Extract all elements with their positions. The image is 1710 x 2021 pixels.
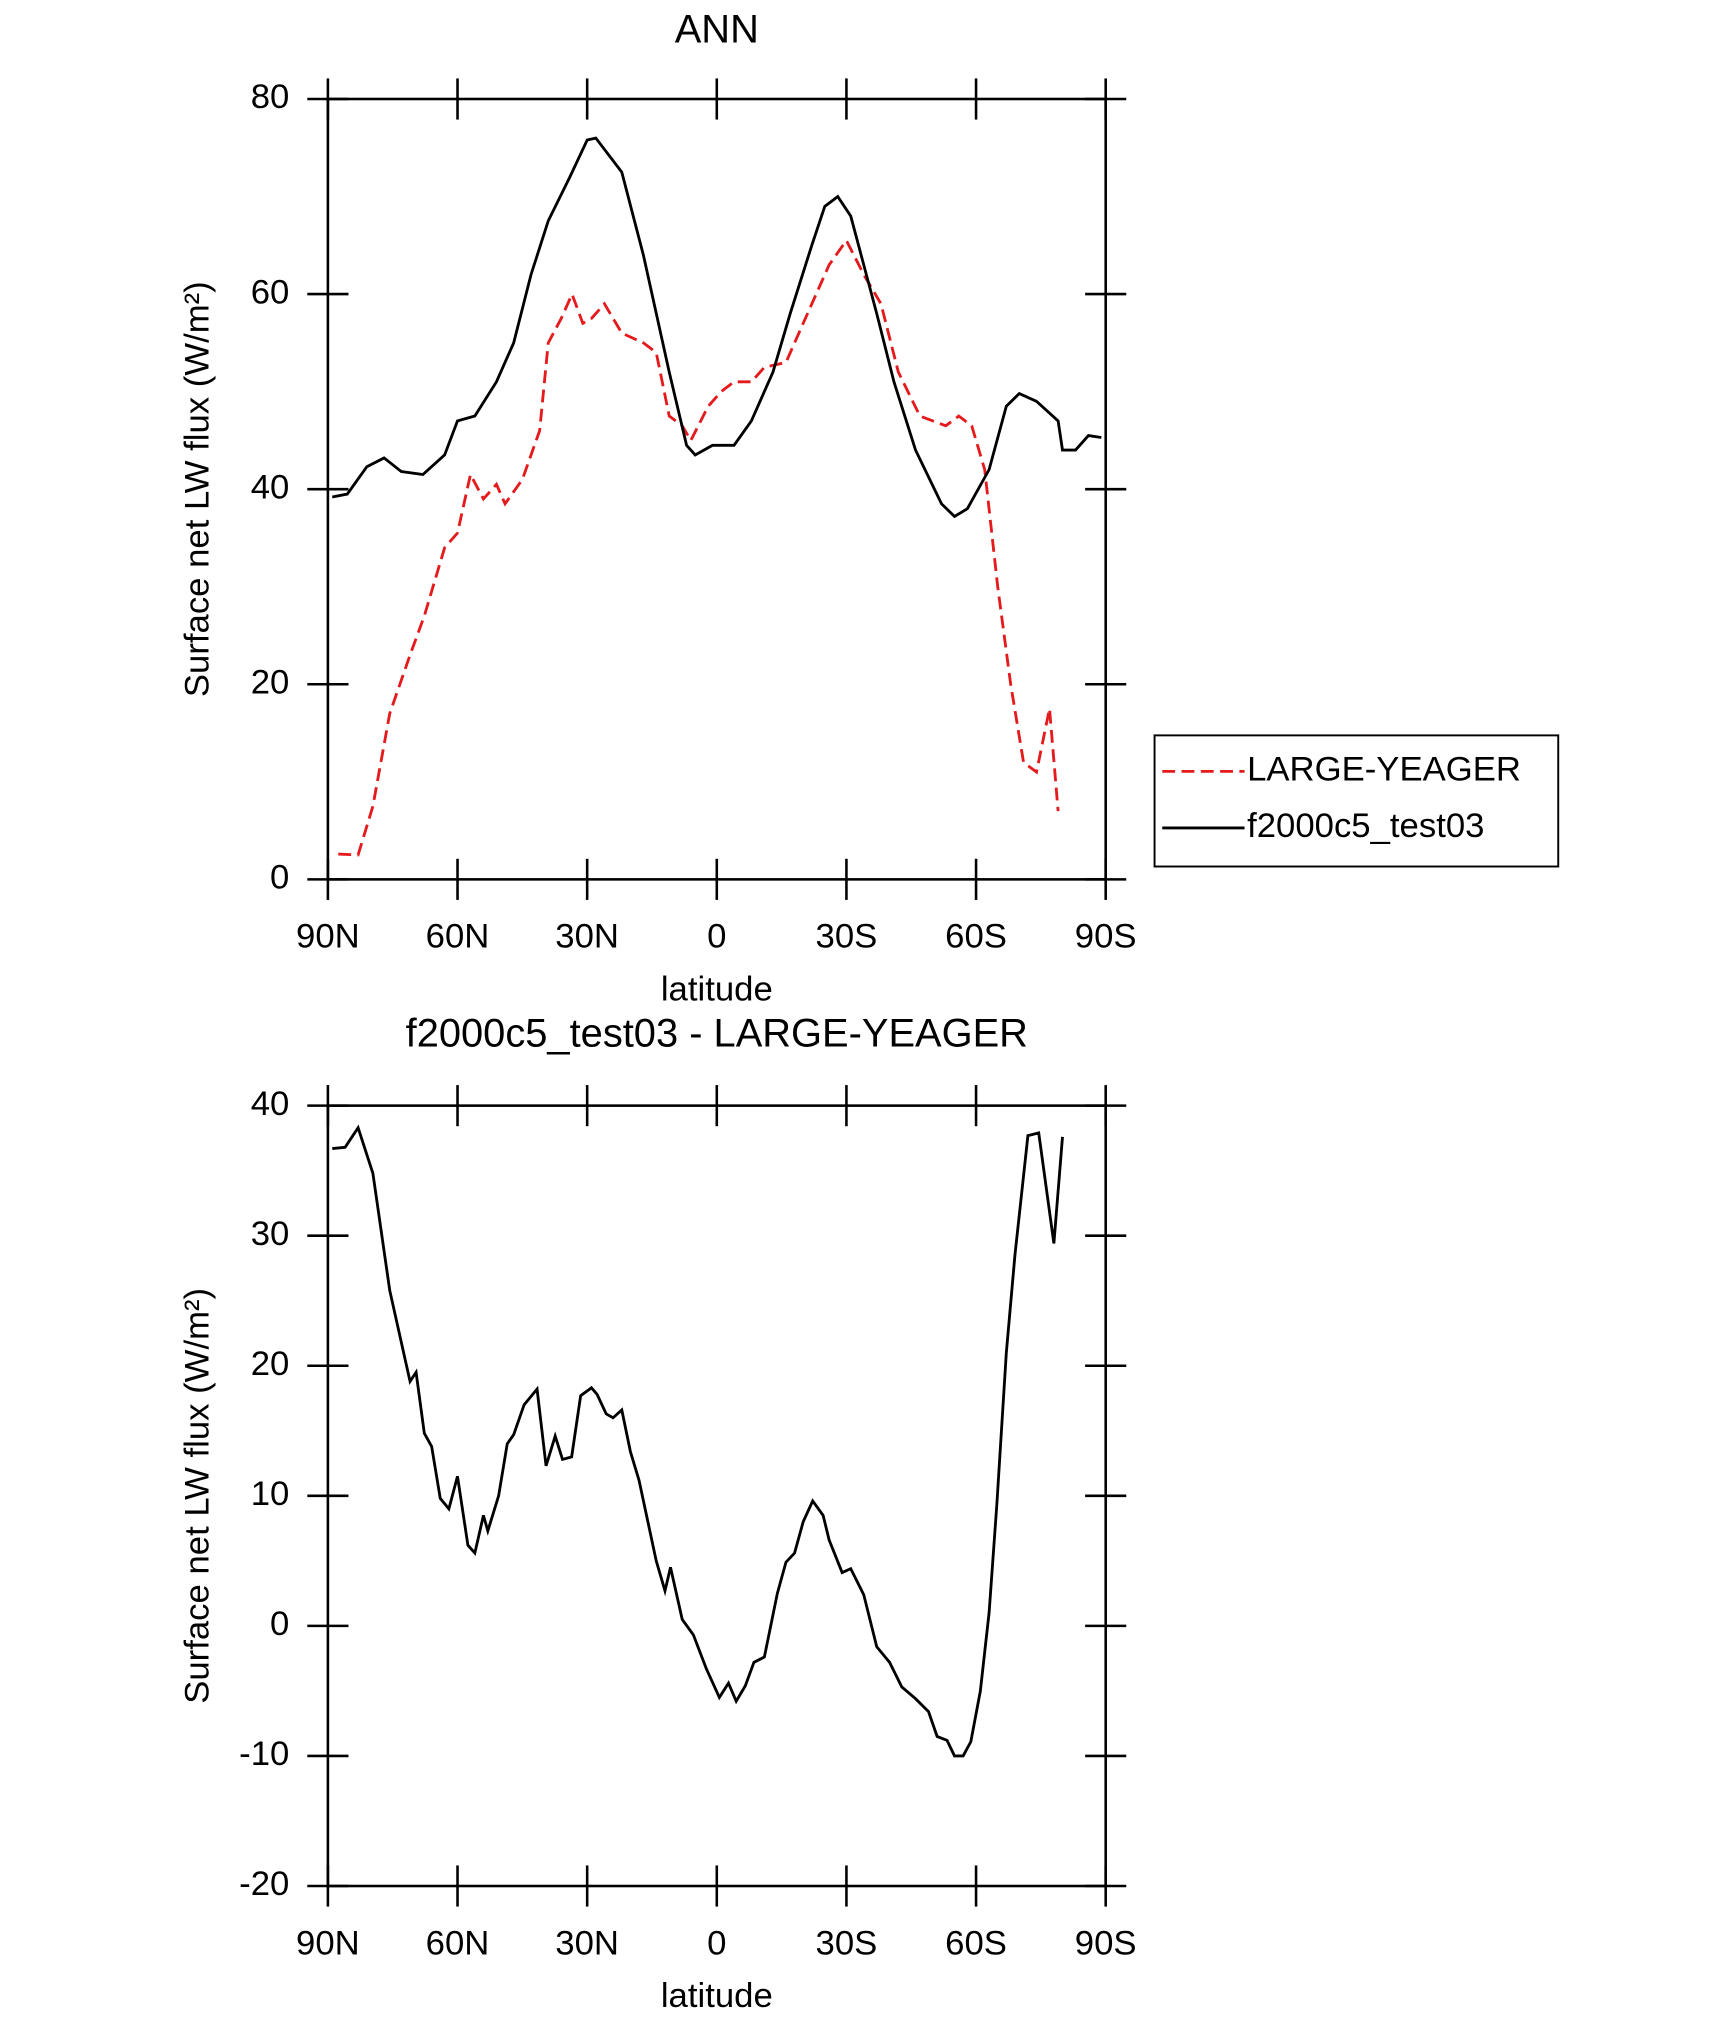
x-tick-label: 30N bbox=[555, 918, 619, 956]
x-tick-label: 30N bbox=[555, 1924, 619, 1962]
y-tick-label: 30 bbox=[251, 1215, 290, 1253]
x-tick-label: 60S bbox=[945, 1924, 1007, 1962]
data-line bbox=[332, 1124, 1064, 1758]
x-axis-label: latitude bbox=[661, 1977, 773, 2015]
x-tick-label: 0 bbox=[707, 1924, 726, 1962]
x-tick-label: 30S bbox=[816, 918, 878, 956]
x-tick-label: 60N bbox=[426, 1924, 490, 1962]
legend-label: LARGE-YEAGER bbox=[1247, 751, 1521, 789]
y-tick-label: 0 bbox=[270, 1605, 289, 1643]
x-tick-label: 90S bbox=[1075, 918, 1137, 956]
y-tick-label: 40 bbox=[251, 468, 290, 506]
legend-label: f2000c5_test03 bbox=[1247, 807, 1484, 845]
plot-frame bbox=[326, 97, 1107, 881]
y-tick-label: 40 bbox=[251, 1085, 290, 1123]
x-tick-label: 60N bbox=[426, 918, 490, 956]
y-tick-label: 20 bbox=[251, 1345, 290, 1383]
data-line bbox=[338, 237, 1060, 857]
y-tick-label: 20 bbox=[251, 663, 290, 701]
x-tick-label: 90N bbox=[296, 1924, 360, 1962]
data-line bbox=[331, 136, 1102, 519]
x-axis-label: latitude bbox=[661, 970, 773, 1008]
y-tick-label: -20 bbox=[239, 1865, 289, 1903]
x-tick-label: 0 bbox=[707, 918, 726, 956]
y-tick-label: 60 bbox=[251, 273, 290, 311]
y-axis-label: Surface net LW flux (W/m²) bbox=[179, 1288, 217, 1704]
legend-box bbox=[1153, 734, 1560, 868]
y-tick-label: -10 bbox=[239, 1735, 289, 1773]
chart-title: f2000c5_test03 - LARGE-YEAGER bbox=[406, 1012, 1028, 1056]
x-tick-label: 60S bbox=[945, 918, 1007, 956]
y-tick-label: 80 bbox=[251, 78, 290, 116]
y-tick-label: 0 bbox=[270, 859, 289, 897]
y-tick-label: 10 bbox=[251, 1475, 290, 1513]
plot-frame bbox=[326, 1104, 1107, 1888]
chart-title: ANN bbox=[675, 8, 759, 52]
x-tick-label: 90S bbox=[1075, 1924, 1137, 1962]
x-tick-label: 90N bbox=[296, 918, 360, 956]
y-axis-label: Surface net LW flux (W/m²) bbox=[179, 281, 217, 697]
x-tick-label: 30S bbox=[816, 1924, 878, 1962]
